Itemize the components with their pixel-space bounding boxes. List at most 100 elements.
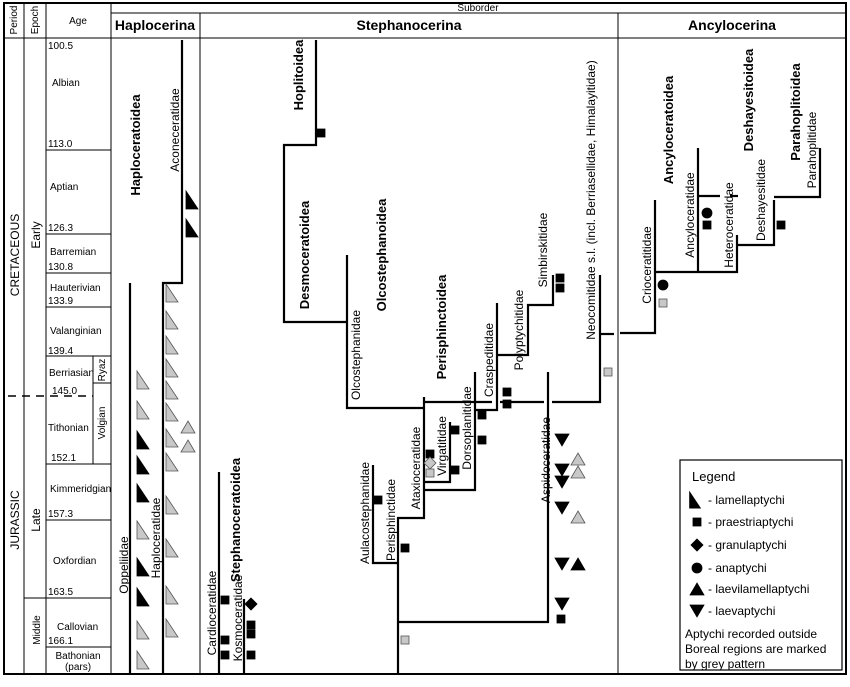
lamellaptychi-icon [136, 619, 150, 640]
praestriaptychi-icon [555, 273, 565, 283]
suborder-haplocerina: Haplocerina [115, 17, 195, 33]
legend-item-laevaptychi: - laevaptychi [708, 604, 775, 618]
legend-item-laevilamellaptychi: - laevilamellaptychi [708, 582, 809, 596]
lamellaptychi-icon [165, 537, 179, 558]
superfamily-deshayesitoidea: Deshayesitoidea [741, 48, 756, 151]
age-aptian: Aptian [50, 182, 78, 193]
lamellaptychi-icon [165, 401, 179, 422]
laevilamellaptychi-icon [689, 582, 705, 596]
laevilamellaptychi-icon [570, 452, 586, 466]
granulaptychi-icon [690, 538, 704, 552]
praestriaptychi-icon [400, 543, 410, 553]
age-boundary: 163.5 [48, 587, 73, 598]
superfamily-desmoceratoidea: Desmoceratoidea [297, 200, 312, 309]
family-aulacostephanidae: Aulacostephanidae [358, 462, 372, 564]
praestriaptychi-icon [450, 425, 460, 435]
praestriaptychi-icon [477, 410, 487, 420]
family-olcostephanidae: Olcostephanidae [349, 310, 363, 400]
family-aspidoceratidae: Aspidoceratidae [539, 417, 553, 503]
praestriaptychi-icon [246, 650, 256, 660]
legend-note-line: by grey pattern [685, 657, 765, 671]
praestriaptychi-icon [246, 620, 256, 630]
family-virgatitidae: Virgatitidae [435, 416, 449, 476]
family-kosmoceratidae: Kosmoceratidae [231, 574, 245, 661]
lamellaptychi-icon [136, 519, 150, 540]
anaptychi-icon [657, 279, 669, 291]
praestriaptychi-icon [692, 517, 702, 527]
legend-note-line: Boreal regions are marked [685, 642, 826, 656]
legend-title: Legend [692, 469, 735, 484]
praestriaptychi-icon [702, 220, 712, 230]
lamellaptychi-icon [165, 494, 179, 515]
superfamily-ancyloceratoidea: Ancyloceratoidea [661, 75, 676, 184]
age-boundary: 126.3 [48, 223, 73, 234]
praestriaptychi-icon [556, 614, 566, 624]
family-crioceratitidae: Crioceratitidae [640, 226, 654, 304]
lamellaptychi-icon [165, 584, 179, 605]
age-berriasian: Berriasian [49, 368, 94, 379]
superfamily-olcostephanoidea: Olcostephanoidea [374, 198, 389, 311]
praestriaptychi-icon [220, 650, 230, 660]
lamellaptychi-icon [185, 217, 199, 238]
header-period: Period [9, 6, 20, 35]
praestriaptychi-icon [400, 635, 410, 645]
lamellaptychi-icon [165, 357, 179, 378]
epoch-middle: Middle [32, 615, 43, 645]
legend-note-line: Aptychi recorded outside [685, 627, 817, 641]
superfamily-hoplitoidea: Hoplitoidea [291, 39, 306, 111]
header-epoch: Epoch [30, 6, 41, 34]
laevilamellaptychi-icon [570, 557, 586, 571]
lamellaptychi-icon [136, 369, 150, 390]
lamellaptychi-icon [165, 309, 179, 330]
praestriaptychi-icon [502, 387, 512, 397]
family-cardioceratidae: Cardioceratidae [205, 570, 219, 655]
anaptychi-icon [701, 207, 713, 219]
laevilamellaptychi-icon [180, 439, 196, 453]
age-boundary: 166.1 [48, 636, 73, 647]
lamellaptychi-icon [136, 556, 150, 577]
lamellaptychi-icon [689, 490, 702, 509]
family-simbirskitidae: Simbirskitidae [536, 212, 550, 287]
family-polyptychitidae: Polyptychitidae [512, 289, 526, 370]
age-bathonian: Bathonian [55, 651, 100, 662]
granulaptychi-icon [244, 597, 258, 611]
superfamily-parahoplitoidea: Parahoplitoidea [788, 62, 803, 160]
age-tithonian: Tithonian [48, 423, 89, 434]
age-kimmeridgian: Kimmeridgian [50, 484, 111, 495]
lamellaptychi-icon [165, 282, 179, 303]
age-barremian: Barremian [50, 247, 96, 258]
family-haploceratidae: Haploceratidae [149, 497, 163, 578]
praestriaptychi-icon [220, 635, 230, 645]
family-aconeceratidae: Aconeceratidae [168, 88, 182, 172]
laevaptychi-icon [554, 557, 570, 571]
praestriaptychi-icon [450, 465, 460, 475]
lamellaptychi-icon [165, 451, 179, 472]
family-neocomitidae: Neocomitidae s.l. (incl. Berriasellidae,… [584, 60, 598, 339]
age-bathonian-note: (pars) [65, 662, 91, 673]
family-perisphinctidae: Perisphinctidae [384, 479, 398, 561]
lamellaptychi-icon [136, 649, 150, 670]
laevaptychi-icon [689, 604, 705, 618]
age-boundary: 113.0 [48, 139, 73, 150]
age-hauterivian: Hauterivian [50, 283, 101, 294]
age-valanginian: Valanginian [50, 326, 102, 337]
lamellaptychi-icon [136, 429, 150, 450]
laevaptychi-icon [554, 597, 570, 611]
legend-item-praestriaptychi: - praestriaptychi [708, 515, 793, 529]
age-boundary: 130.8 [48, 262, 73, 273]
legend-item-granulaptychi: - granulaptychi [708, 538, 787, 552]
lamellaptychi-icon [165, 334, 179, 355]
family-dorsoplanitidae: Dorsoplanitidae [460, 386, 474, 470]
lamellaptychi-icon [136, 586, 150, 607]
praestriaptychi-icon [246, 629, 256, 639]
age-callovian: Callovian [57, 622, 98, 633]
praestriaptychi-icon [477, 435, 487, 445]
lamellaptychi-icon [136, 482, 150, 503]
praestriaptychi-icon [555, 283, 565, 293]
legend-item-lamellaptychi: - lamellaptychi [708, 493, 785, 507]
family-ataxioceratidae: Ataxioceratidae [409, 426, 423, 509]
praestriaptychi-icon [776, 220, 786, 230]
praestriaptychi-icon [220, 595, 230, 605]
header-suborder: Suborder [457, 3, 499, 14]
header-age: Age [69, 16, 87, 27]
